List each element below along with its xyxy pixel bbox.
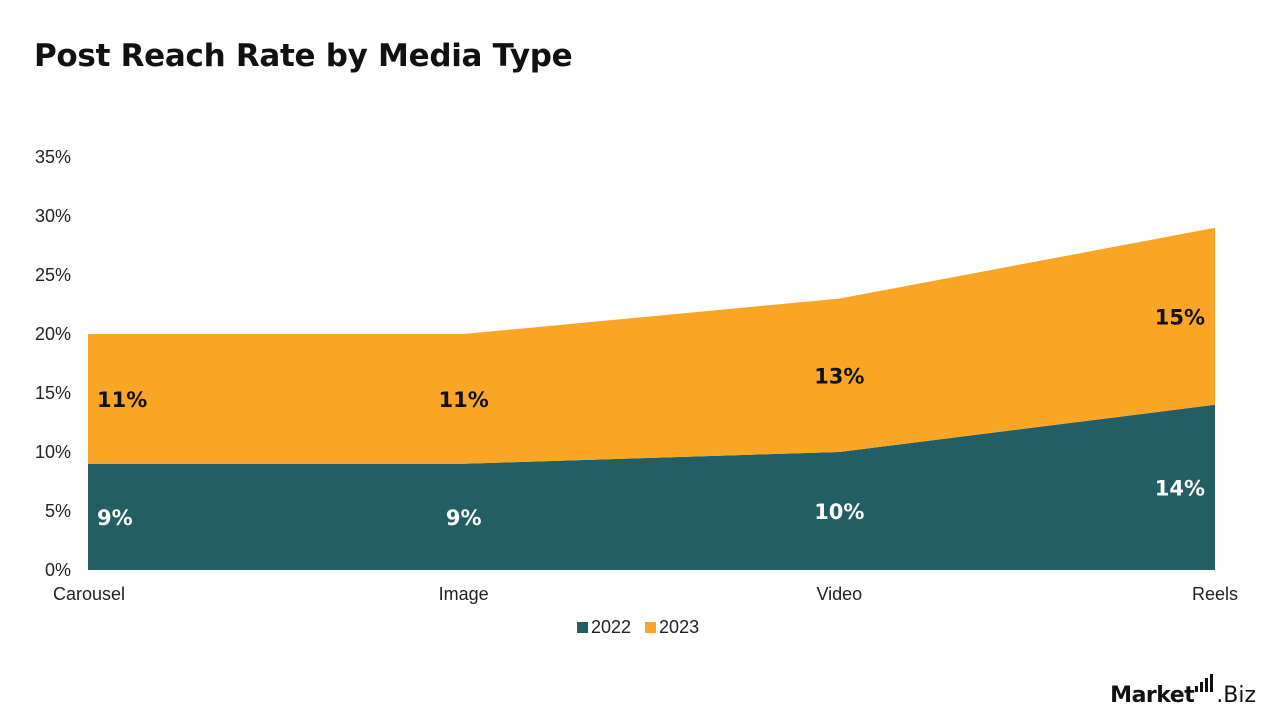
- legend-label-2023: 2023: [659, 617, 700, 637]
- legend-item-2022: 2022: [577, 617, 631, 638]
- brand-name-strong: Market: [1110, 683, 1195, 708]
- data-label-2022: 9%: [446, 506, 482, 530]
- y-tick-label: 25%: [35, 265, 71, 285]
- y-tick-label: 30%: [35, 206, 71, 226]
- y-tick-label: 5%: [45, 501, 71, 521]
- legend: 2022 2023: [577, 617, 713, 638]
- brand-name-light: .Biz: [1216, 683, 1256, 708]
- stacked-area-chart: 0% 5% 10% 15% 20% 25% 30% 35% Carousel Image Vide…: [35, 147, 1238, 604]
- bars-icon: [1195, 674, 1215, 692]
- legend-item-2023: 2023: [645, 617, 699, 638]
- y-tick-label: 20%: [35, 324, 71, 344]
- x-tick-label: Carousel: [53, 584, 125, 604]
- data-labels: 9% 9% 10% 14% 11% 11% 13% 15%: [97, 305, 1205, 530]
- chart-title: Post Reach Rate by Media Type: [34, 38, 573, 74]
- x-tick-label: Image: [439, 584, 489, 604]
- x-tick-label: Reels: [1192, 584, 1238, 604]
- data-label-2023: 15%: [1155, 305, 1205, 329]
- area-layer: [88, 227, 1215, 570]
- x-axis: Carousel Image Video Reels: [53, 584, 1238, 604]
- y-tick-label: 15%: [35, 383, 71, 403]
- data-label-2023: 11%: [439, 388, 489, 412]
- data-label-2022: 9%: [97, 506, 133, 530]
- legend-swatch-2023: [645, 622, 657, 633]
- y-tick-label: 0%: [45, 560, 71, 580]
- y-tick-label: 10%: [35, 442, 71, 462]
- legend-swatch-2022: [577, 622, 588, 633]
- legend-label-2022: 2022: [591, 617, 632, 637]
- data-label-2022: 14%: [1155, 476, 1205, 500]
- area-series-2022: [88, 404, 1215, 570]
- data-label-2022: 10%: [814, 500, 864, 524]
- y-axis: 0% 5% 10% 15% 20% 25% 30% 35%: [35, 147, 71, 580]
- x-tick-label: Video: [816, 584, 862, 604]
- brand-logo: Market .Biz: [1110, 674, 1256, 708]
- data-label-2023: 13%: [814, 364, 864, 388]
- area-series-2023: [88, 227, 1215, 464]
- y-tick-label: 35%: [35, 147, 71, 167]
- data-label-2023: 11%: [97, 388, 147, 412]
